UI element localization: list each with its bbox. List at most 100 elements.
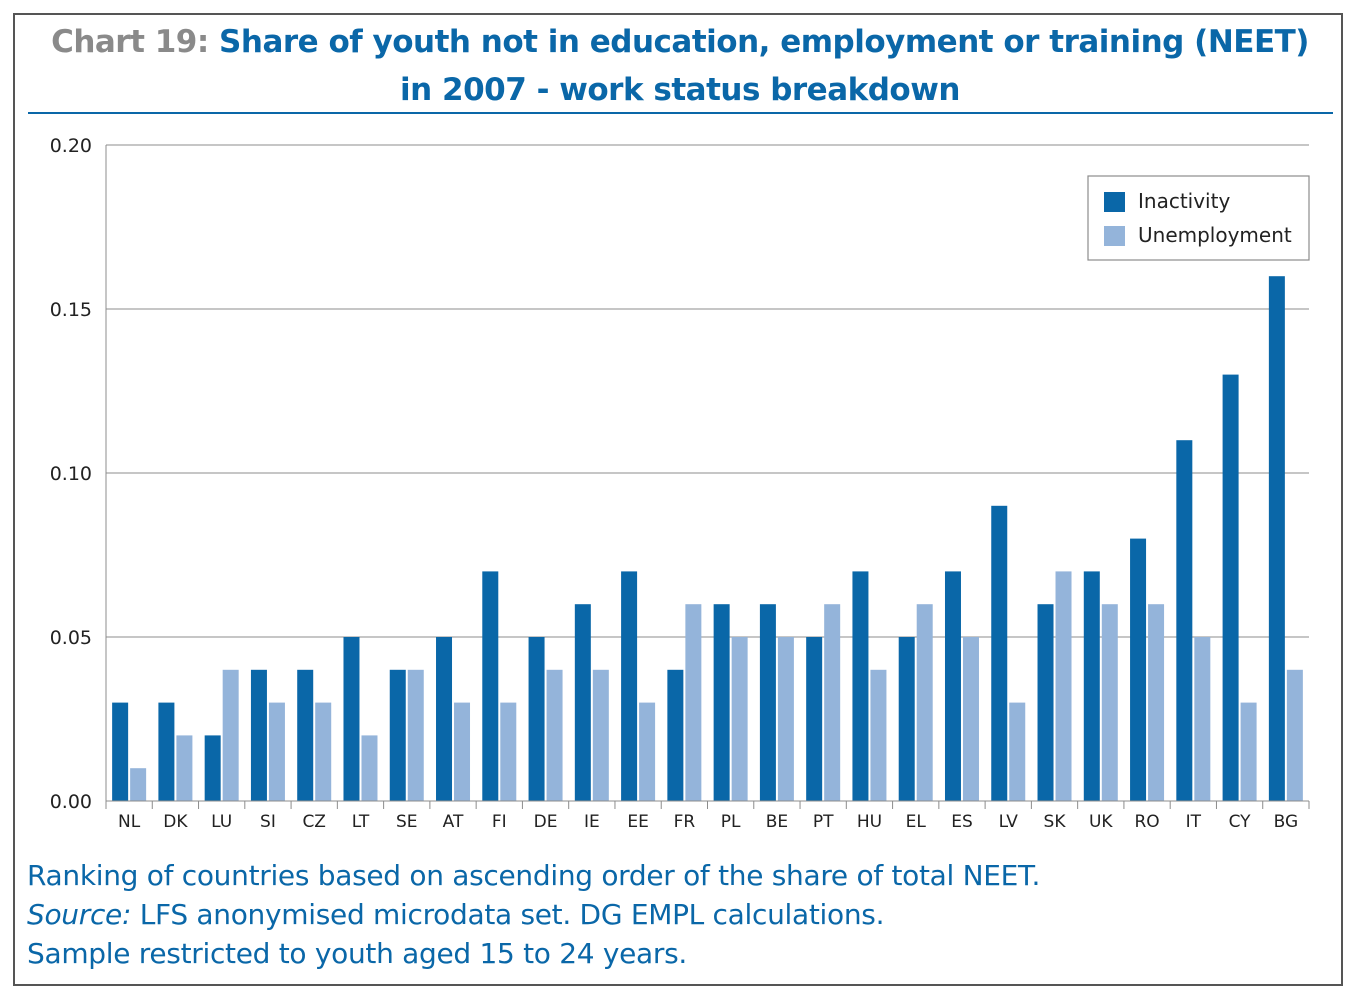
title-line-1: Share of youth not in education, employm… [219, 24, 1309, 60]
bar-inactivity-be [759, 604, 776, 801]
chart-number: Chart 19: [51, 24, 209, 60]
bar-inactivity-hu [852, 571, 869, 801]
bar-unemployment-sk [1055, 571, 1072, 801]
x-tick-label: NL [118, 812, 141, 832]
y-tick-label: 0.10 [50, 463, 92, 485]
bar-unemployment-lv [1009, 702, 1026, 801]
bar-inactivity-lv [991, 505, 1008, 801]
note-sample: Sample restricted to youth aged 15 to 24… [27, 937, 687, 970]
x-tick-label: EE [627, 812, 648, 832]
bar-unemployment-ro [1148, 604, 1165, 801]
legend-swatch-inactivity [1104, 192, 1125, 212]
bar-inactivity-si [250, 669, 267, 801]
bar-inactivity-nl [112, 702, 129, 801]
x-tick-label: SE [396, 812, 418, 832]
bar-unemployment-nl [130, 768, 147, 801]
bar-inactivity-it [1176, 440, 1193, 801]
chart-notes: Ranking of countries based on ascending … [27, 856, 1040, 973]
x-tick-label: FR [674, 812, 696, 832]
x-tick-label: BG [1274, 812, 1299, 832]
bar-inactivity-ie [574, 604, 591, 801]
bar-inactivity-sk [1037, 604, 1054, 801]
axes: 0.00 0.05 0.10 0.15 0.20 NL DK LU SI CZ LT SE AT FI DE… [50, 135, 1310, 832]
bar-unemployment-fi [500, 702, 517, 801]
bar-unemployment-uk [1101, 604, 1118, 801]
bar-inactivity-pt [806, 637, 823, 801]
source-text: LFS anonymised microdata set. DG EMPL ca… [139, 898, 885, 931]
x-tick-label: BE [766, 812, 788, 832]
legend-label-inactivity: Inactivity [1138, 189, 1230, 213]
bar-inactivity-ee [621, 571, 638, 801]
bar-unemployment-el [916, 604, 933, 801]
note-ranking: Ranking of countries based on ascending … [27, 859, 1041, 892]
bar-inactivity-at [436, 637, 453, 801]
bar-unemployment-it [1194, 637, 1211, 801]
bar-inactivity-de [528, 637, 545, 801]
title-line-2: in 2007 - work status breakdown [400, 72, 960, 108]
bar-inactivity-ro [1130, 538, 1147, 801]
x-tick-label: SI [260, 812, 276, 832]
bar-inactivity-fi [482, 571, 499, 801]
x-tick-label: LU [211, 812, 232, 832]
x-tick-label: UK [1089, 812, 1113, 832]
legend: Inactivity Unemployment [1087, 175, 1310, 261]
bar-unemployment-hu [870, 669, 887, 801]
bar-unemployment-lt [361, 735, 378, 801]
bar-unemployment-cy [1240, 702, 1257, 801]
bar-unemployment-si [268, 702, 285, 801]
bar-unemployment-ie [592, 669, 609, 801]
legend-label-unemployment: Unemployment [1138, 223, 1292, 247]
chart-frame [13, 13, 1343, 986]
x-tick-label: PL [721, 812, 741, 832]
bar-inactivity-es [944, 571, 961, 801]
bar-unemployment-ee [639, 702, 656, 801]
y-tick-label: 0.20 [50, 135, 92, 157]
title-rule [28, 112, 1333, 114]
x-tick-label: LV [999, 812, 1019, 832]
bars [112, 276, 1303, 801]
bar-inactivity-dk [158, 702, 175, 801]
bar-unemployment-pl [731, 637, 748, 801]
bar-unemployment-dk [176, 735, 193, 801]
bar-inactivity-uk [1083, 571, 1100, 801]
legend-swatch-unemployment [1104, 226, 1125, 246]
bar-inactivity-el [898, 637, 915, 801]
bar-unemployment-pt [824, 604, 841, 801]
y-tick-label: 0.15 [50, 299, 92, 321]
bar-inactivity-se [389, 669, 406, 801]
x-tick-label: CZ [302, 812, 326, 832]
x-tick-label: DE [534, 812, 558, 832]
bar-unemployment-se [407, 669, 424, 801]
x-tick-label: HU [857, 812, 882, 832]
x-tick-label: IE [584, 812, 600, 832]
x-tick-label: SK [1044, 812, 1067, 832]
bar-inactivity-bg [1268, 276, 1285, 801]
bar-inactivity-lu [204, 735, 221, 801]
source-label: Source: [27, 898, 132, 931]
x-tick-label: FI [492, 812, 507, 832]
bar-unemployment-at [454, 702, 471, 801]
bar-inactivity-cz [297, 669, 314, 801]
x-tick-label: LT [352, 812, 370, 832]
x-tick-label: ES [951, 812, 973, 832]
bar-inactivity-cy [1222, 374, 1239, 801]
y-tick-label: 0.00 [50, 791, 92, 813]
x-tick-label: PT [813, 812, 834, 832]
bar-unemployment-cz [315, 702, 332, 801]
x-tick-label: EL [906, 812, 927, 832]
bar-inactivity-pl [713, 604, 730, 801]
chart-title: Chart 19: Share of youth not in educatio… [0, 18, 1360, 114]
bar-unemployment-es [962, 637, 979, 801]
bar-unemployment-de [546, 669, 563, 801]
x-tick-label: DK [163, 812, 188, 832]
bar-inactivity-fr [667, 669, 684, 801]
x-tick-label: RO [1134, 812, 1159, 832]
bar-inactivity-lt [343, 637, 360, 801]
x-tick-label: IT [1186, 812, 1202, 832]
note-source: Source: LFS anonymised microdata set. DG… [27, 895, 1040, 934]
bar-unemployment-fr [685, 604, 702, 801]
bar-unemployment-lu [222, 669, 239, 801]
x-tick-label: AT [443, 812, 464, 832]
bar-unemployment-be [777, 637, 794, 801]
